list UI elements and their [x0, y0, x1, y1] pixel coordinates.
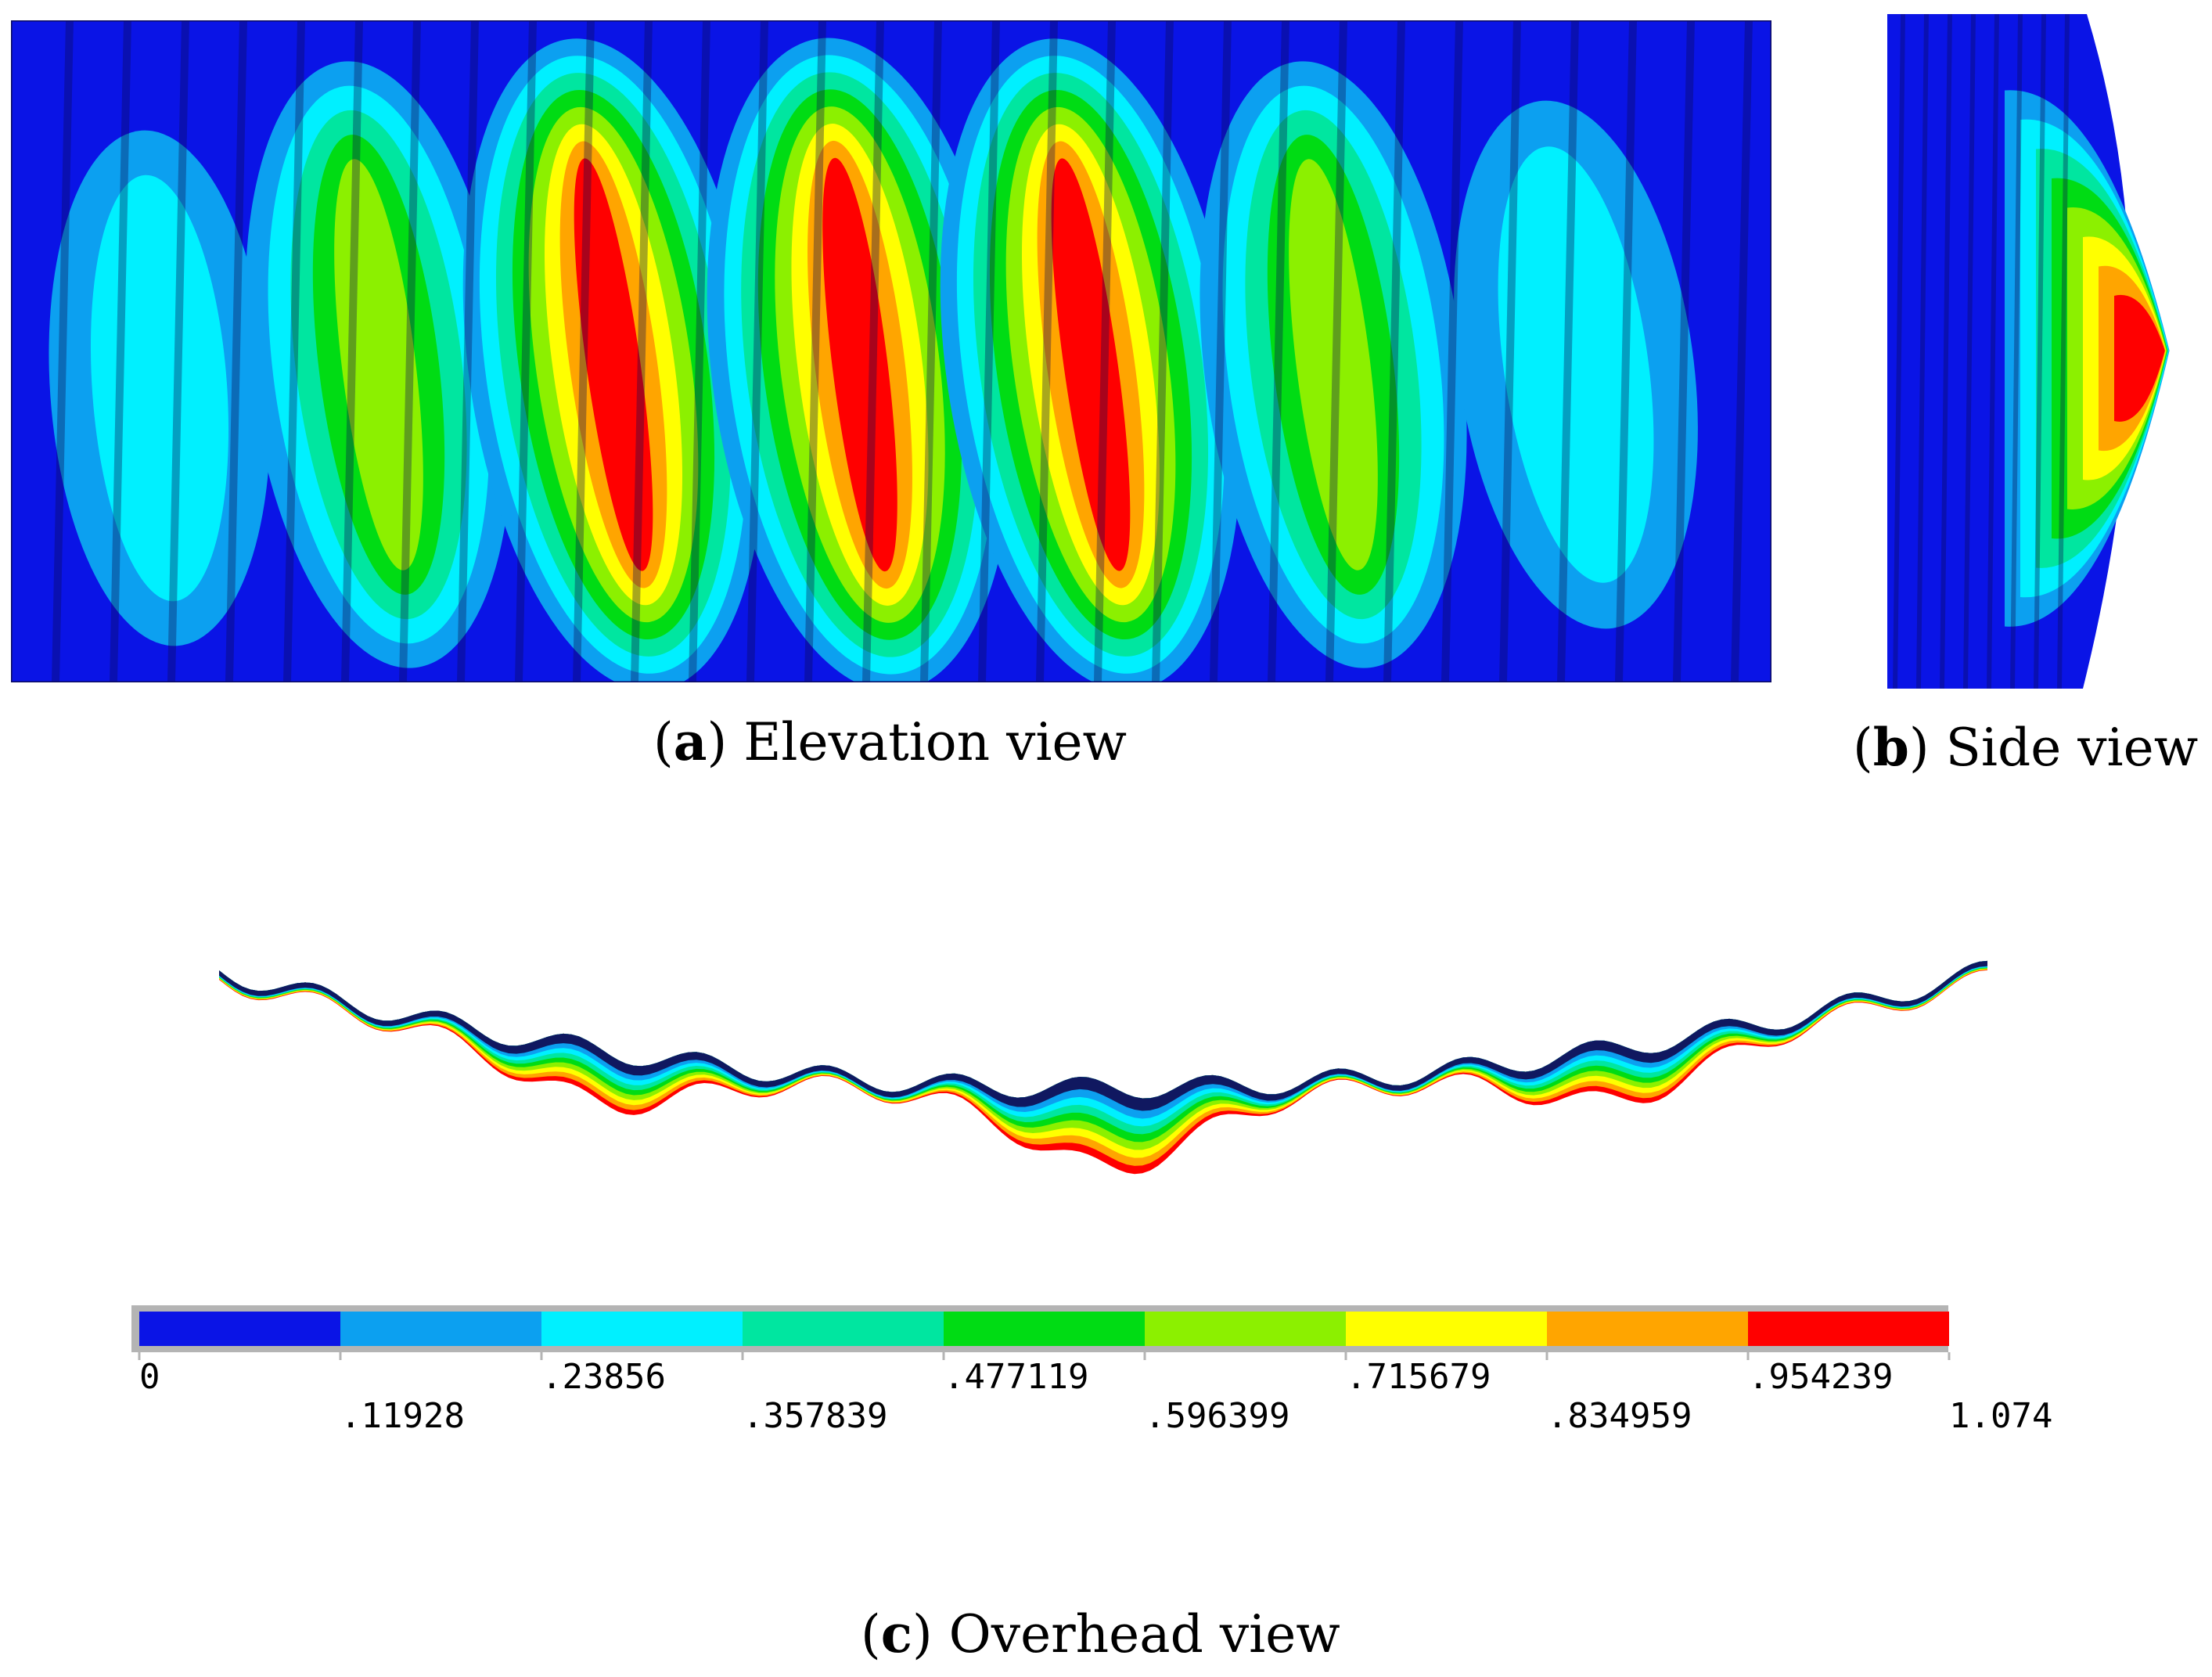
legend-tick-label: .357839	[743, 1396, 887, 1436]
elevation-view-contour	[11, 20, 1771, 682]
caption-b-letter: b	[1872, 717, 1909, 778]
caption-a-title: Elevation view	[743, 712, 1128, 772]
elevation-bulge-6-band-2	[1498, 146, 1654, 583]
legend-tick-label: 1.074	[1949, 1396, 2052, 1436]
legend-swatch-6	[1346, 1312, 1547, 1346]
legend-tick-label: .954239	[1748, 1357, 1893, 1397]
caption-c-title: Overhead view	[948, 1604, 1340, 1664]
caption-a-letter: a	[673, 711, 707, 772]
elevation-bulge-2-band-8	[574, 158, 653, 571]
caption-overhead-view: (c) Overhead view	[861, 1603, 1340, 1664]
caption-b-title: Side view	[1945, 718, 2199, 778]
elevation-bulge-4-band-8	[1051, 158, 1131, 571]
legend-tick-label: .596399	[1145, 1396, 1289, 1436]
legend-tick-label: .11928	[340, 1396, 465, 1436]
overhead-view-profile	[219, 960, 1987, 1175]
side-view-contour	[1887, 14, 2170, 689]
caption-c-letter: c	[880, 1603, 912, 1664]
color-legend: 0 .11928 .23856 .357839 .477119 .596399 .71567…	[131, 1305, 2052, 1436]
legend-swatch-8	[1748, 1312, 1949, 1346]
caption-elevation-view: (a) Elevation view	[653, 711, 1128, 772]
legend-swatch-5	[1145, 1312, 1346, 1346]
legend-tick-label: .715679	[1346, 1357, 1491, 1397]
caption-side-view: (b) Side view	[1853, 717, 2199, 778]
elevation-bulge-5-band-5	[1289, 159, 1378, 570]
legend-swatch-4	[944, 1312, 1145, 1346]
elevation-bulge-3-band-8	[822, 157, 897, 572]
elevation-bulge-1-band-5	[334, 159, 423, 570]
legend-swatch-3	[743, 1312, 944, 1346]
overhead-band-0	[219, 960, 1987, 1111]
legend-tick-label: 0	[139, 1357, 160, 1397]
legend-tick-label: .23856	[541, 1357, 666, 1397]
elevation-bulge-0-band-2	[90, 175, 229, 602]
legend-swatch-2	[541, 1312, 743, 1346]
legend-tick-label: .834959	[1547, 1396, 1692, 1436]
side-band-8	[2114, 294, 2165, 422]
legend-swatch-1	[340, 1312, 541, 1346]
legend-tick-label: .477119	[944, 1357, 1088, 1397]
legend-swatch-7	[1547, 1312, 1748, 1346]
legend-swatch-0	[139, 1312, 340, 1346]
